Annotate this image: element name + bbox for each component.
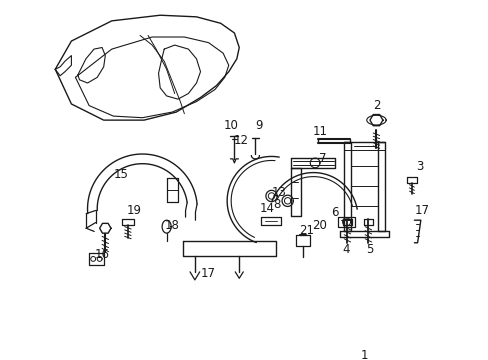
Text: 13: 13 bbox=[272, 186, 286, 199]
Text: 8: 8 bbox=[273, 198, 280, 211]
Text: 10: 10 bbox=[224, 119, 238, 132]
Text: 7: 7 bbox=[319, 152, 326, 165]
Text: 20: 20 bbox=[312, 219, 327, 231]
Text: 6: 6 bbox=[330, 206, 338, 219]
Text: 19: 19 bbox=[126, 204, 142, 217]
Text: 21: 21 bbox=[299, 224, 314, 237]
Text: 3: 3 bbox=[415, 159, 423, 173]
Text: 5: 5 bbox=[366, 243, 373, 256]
Text: 17: 17 bbox=[201, 267, 216, 280]
Text: 15: 15 bbox=[114, 168, 129, 181]
Text: 12: 12 bbox=[233, 134, 248, 147]
Text: 1: 1 bbox=[360, 349, 367, 360]
Text: 9: 9 bbox=[254, 119, 262, 132]
Text: 11: 11 bbox=[312, 125, 327, 138]
Text: 2: 2 bbox=[372, 99, 379, 112]
Text: 18: 18 bbox=[164, 219, 180, 231]
Text: 17: 17 bbox=[414, 204, 429, 217]
Text: 14: 14 bbox=[259, 202, 274, 215]
Text: 16: 16 bbox=[94, 248, 109, 261]
Text: 4: 4 bbox=[341, 243, 349, 256]
